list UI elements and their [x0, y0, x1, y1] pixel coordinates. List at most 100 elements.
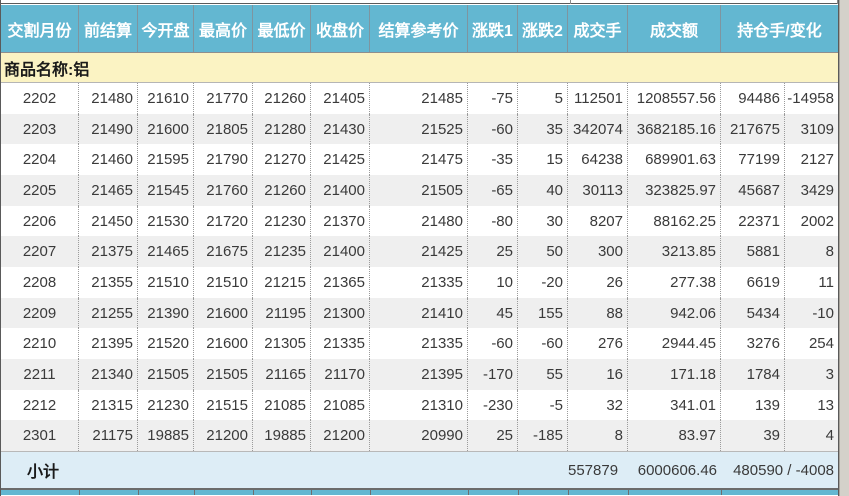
cell-turnover: 277.38 [628, 267, 721, 298]
cell-close: 21405 [311, 83, 370, 114]
table-left-border [0, 0, 1, 496]
cell-oi: 139 [721, 389, 785, 421]
cell-turnover: 2944.45 [628, 328, 721, 360]
cell-oi: 5434 [721, 297, 785, 329]
cell-oi: 77199 [721, 144, 785, 176]
cell-high: 21515 [194, 389, 253, 421]
cell-settle-ref: 21505 [370, 175, 468, 206]
top-sliver [0, 0, 839, 4]
cell-prev-settle: 21465 [79, 175, 138, 206]
cell-open: 19885 [138, 420, 194, 452]
cell-turnover: 341.01 [628, 389, 721, 421]
cell-oi-change: 4 [825, 427, 834, 445]
strip-divider [721, 490, 722, 495]
cell-volume: 8207 [568, 205, 628, 237]
cell-change1: -80 [468, 205, 518, 237]
cell-settle-ref: 21485 [370, 83, 468, 114]
cell-month: 2301 [1, 420, 79, 452]
cell-volume: 16 [568, 359, 628, 390]
cell-oi: 6619 [721, 267, 785, 298]
cell-oi-change: 8 [825, 243, 834, 261]
cell-turnover: 942.06 [628, 297, 721, 329]
cell-oi-change: 2127 [800, 151, 834, 169]
cell-month: 2203 [1, 113, 79, 145]
column-header-close: 收盘价 [311, 5, 370, 52]
cell-month: 2211 [1, 359, 79, 390]
cell-open: 21595 [138, 144, 194, 176]
futures-quote-table: 交割月份 前结算 今开盘 最高价 最低价 收盘价 结算参考价 涨跌1 涨跌2 成交手 成交额 持仓手/… [1, 5, 838, 495]
cell-volume: 276 [568, 328, 628, 360]
cell-open: 21510 [138, 267, 194, 298]
cell-open: 21390 [138, 297, 194, 329]
cell-open: 21545 [138, 175, 194, 206]
cell-month: 2207 [1, 236, 79, 268]
cell-prev-settle: 21460 [79, 144, 138, 176]
cell-close: 21300 [311, 297, 370, 329]
cell-oi-change: 3429 [800, 181, 834, 199]
cell-change1: 45 [468, 297, 518, 329]
cell-high: 21200 [194, 420, 253, 452]
cell-month: 2206 [1, 205, 79, 237]
cell-turnover: 689901.63 [628, 144, 721, 176]
strip-divider [568, 490, 569, 495]
cell-open: 21530 [138, 205, 194, 237]
cell-settle-ref: 21410 [370, 297, 468, 329]
cell-oi: 22371 [721, 205, 785, 237]
cell-change1: 25 [468, 236, 518, 268]
cell-change1: -35 [468, 144, 518, 176]
cell-oi: 45687 [721, 175, 785, 206]
cell-low: 21195 [253, 297, 311, 329]
column-header-month: 交割月份 [1, 5, 79, 52]
cell-high: 21510 [194, 267, 253, 298]
cell-prev-settle: 21375 [79, 236, 138, 268]
top-sliver-tick [837, 0, 838, 4]
strip-divider [79, 490, 80, 495]
cell-turnover: 3682185.16 [628, 113, 721, 145]
cell-settle-ref: 21425 [370, 236, 468, 268]
cell-oi-change: 2002 [800, 212, 834, 230]
cell-month: 2205 [1, 175, 79, 206]
column-header-settle-ref: 结算参考价 [370, 5, 468, 52]
scrollbar[interactable] [839, 0, 849, 496]
cell-low: 21260 [253, 175, 311, 206]
cell-change2: 15 [518, 144, 568, 176]
cell-open: 21230 [138, 389, 194, 421]
cell-month: 2212 [1, 389, 79, 421]
cell-prev-settle: 21255 [79, 297, 138, 329]
cell-settle-ref: 21525 [370, 113, 468, 145]
cell-volume: 112501 [568, 83, 628, 114]
cell-month: 2204 [1, 144, 79, 176]
table-body: 2202 21480 21610 21770 21260 21405 21485 -75 5 11… [1, 83, 838, 452]
cell-volume: 8 [568, 420, 628, 452]
top-sliver-tick [570, 0, 571, 4]
column-header-turnover: 成交额 [628, 5, 721, 52]
table-row-2205: 2205 21465 21545 21760 21260 21400 21505 -65 40 3… [1, 175, 838, 206]
cell-high: 21600 [194, 328, 253, 360]
cell-settle-ref: 21335 [370, 328, 468, 360]
column-header-change2: 涨跌2 [518, 5, 568, 52]
commodity-name-row: 商品名称:铝 [1, 53, 838, 83]
cell-settle-ref: 21395 [370, 359, 468, 390]
cell-low: 21270 [253, 144, 311, 176]
cell-month: 2209 [1, 297, 79, 329]
cell-high: 21600 [194, 297, 253, 329]
cell-change1: -60 [468, 113, 518, 145]
cell-change2: -60 [518, 328, 568, 360]
cell-change2: -20 [518, 267, 568, 298]
cell-low: 21305 [253, 328, 311, 360]
cell-close: 21430 [311, 113, 370, 145]
column-header-open: 今开盘 [138, 5, 194, 52]
cell-high: 21720 [194, 205, 253, 237]
table-right-border [838, 0, 839, 496]
cell-prev-settle: 21480 [79, 83, 138, 114]
cell-change2: 5 [518, 83, 568, 114]
cell-low: 21085 [253, 389, 311, 421]
cell-oi-change: 254 [808, 335, 834, 353]
cell-close: 21400 [311, 236, 370, 268]
cell-prev-settle: 21340 [79, 359, 138, 390]
cell-volume: 88 [568, 297, 628, 329]
cell-prev-settle: 21315 [79, 389, 138, 421]
strip-divider [138, 490, 139, 495]
table-row-2204: 2204 21460 21595 21790 21270 21425 21475 -35 15 6… [1, 144, 838, 176]
cell-month: 2202 [1, 83, 79, 114]
